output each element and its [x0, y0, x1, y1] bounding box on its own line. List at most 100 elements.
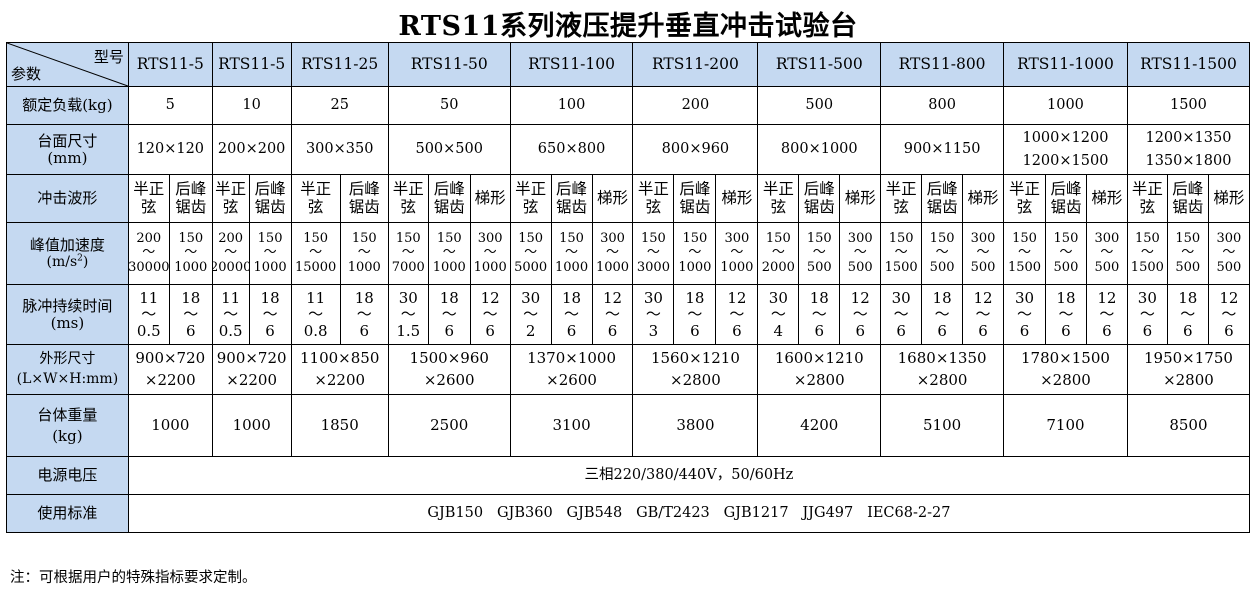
dim-line: ×2600: [423, 370, 475, 389]
power-value: 三相220/380/440V，50/60Hz: [127, 456, 1251, 495]
accel-min: 150: [888, 231, 914, 247]
dimensions-value: 1680×1350 ×2800: [880, 344, 1005, 395]
tilde: ～: [1221, 305, 1237, 324]
model-header: RTS11-1000: [1003, 42, 1128, 87]
pulse-min: 6: [937, 321, 947, 340]
accel-stack: 300 ～ 1000: [717, 231, 757, 275]
pulse-min: 3: [648, 321, 659, 340]
pulse-cell: 12 ～ 6: [1207, 284, 1251, 345]
load-value: 500: [757, 86, 882, 125]
waveform-cell: 梯形: [962, 174, 1005, 223]
pulse-cell: 30 ～ 1.5: [387, 284, 429, 345]
standard-row: 使用标准 GJB150 GJB360 GJB548 GB/T2423 GJB121…: [6, 494, 1251, 533]
tilde: ～: [893, 305, 909, 324]
accel-cell: 150 ～ 1000: [427, 222, 471, 285]
pulse-cell: 12 ～ 6: [715, 284, 759, 345]
accel-stack: 150 ～ 1000: [552, 231, 591, 275]
accel-max: 500: [806, 259, 832, 275]
accel-min: 150: [806, 231, 832, 247]
accel-cell: 300 ～ 1000: [715, 222, 759, 285]
accel-min: 300: [970, 231, 996, 247]
waveform-text: 后峰: [1172, 180, 1204, 199]
tilde: ～: [1099, 305, 1115, 324]
pulse-min: 6: [814, 321, 825, 340]
size-line: 900×1150: [903, 141, 981, 158]
row-label: 脉冲持续时间 (ms): [6, 284, 129, 345]
pulse-max: 30: [891, 288, 911, 307]
accel-min: 150: [351, 231, 377, 247]
accel-stack: 300 ～ 500: [1209, 231, 1248, 275]
waveform-cell: 半正弦: [127, 174, 170, 223]
pulse-cell: 18 ～ 6: [550, 284, 593, 345]
accel-cell: 150 ～ 500: [921, 222, 964, 285]
waveform-cell: 后峰 锯齿: [1166, 174, 1209, 223]
waveform-text: 锯齿: [556, 197, 588, 216]
tilde: ～: [730, 245, 744, 261]
pulse-cell: 30 ～ 4: [757, 284, 800, 345]
waveform-text: 弦: [1016, 197, 1033, 216]
size-line: 200×200: [217, 141, 286, 158]
dim-line: 1370×1000: [527, 348, 617, 367]
dim-line: ×2200: [226, 370, 278, 389]
pulse-stack: 30 ～ 2: [511, 290, 550, 340]
accel-min: 150: [1134, 231, 1160, 247]
pulse-stack: 30 ～ 6: [1005, 290, 1045, 340]
pulse-min: 6: [1142, 321, 1153, 340]
accel-min: 150: [641, 231, 666, 247]
pulse-stack: 18 ～ 6: [675, 290, 715, 340]
weight-value: 3800: [632, 394, 759, 457]
size-line: 500×500: [415, 141, 483, 158]
dim-line: ×2200: [314, 370, 366, 389]
waveform-text: 锯齿: [1050, 197, 1082, 216]
pulse-max: 18: [1178, 288, 1198, 307]
waveform-text: 弦: [400, 197, 417, 216]
pulse-min: 2: [525, 321, 536, 340]
tilde: ～: [935, 245, 949, 261]
accel-max: 500: [929, 259, 955, 275]
size-line: 1200×1500: [1022, 152, 1109, 169]
weight-value: 2500: [387, 394, 511, 457]
pulse-cell: 11 ～ 0.5: [127, 284, 170, 345]
accel-stack: 150 ～ 5000: [511, 231, 550, 275]
accel-max: 1000: [595, 259, 630, 275]
size-line: 1000×1200: [1022, 130, 1109, 147]
pulse-max: 12: [850, 288, 870, 307]
table-size-value: 900×1150: [880, 124, 1005, 175]
tilde: ～: [1058, 305, 1074, 324]
accel-cell: 150 ～ 500: [1044, 222, 1087, 285]
waveform-cell: 梯形: [1207, 174, 1251, 223]
accel-max: 7000: [391, 259, 425, 275]
pulse-min: 6: [978, 321, 988, 340]
waveform-text: 弦: [893, 197, 909, 216]
dim-line: ×2600: [546, 370, 597, 389]
accel-max: 1000: [253, 259, 287, 275]
table-size-value: 120×120: [127, 124, 213, 175]
tilde: ～: [357, 245, 371, 261]
tilde: ～: [771, 245, 785, 261]
waveform-cell: 半正弦: [1126, 174, 1168, 223]
tilde: ～: [356, 305, 372, 324]
tilde: ～: [1016, 305, 1032, 324]
waveform-cell: 半正弦: [290, 174, 341, 223]
pulse-min: 4: [773, 321, 784, 340]
pulse-max: 12: [602, 288, 623, 307]
tilde: ～: [224, 245, 238, 261]
accel-max: 500: [847, 259, 873, 275]
load-value: 5: [127, 86, 213, 125]
accel-cell: 150 ～ 1000: [248, 222, 292, 285]
waveform-text: 梯形: [967, 188, 999, 207]
accel-max: 500: [1094, 259, 1120, 275]
dimensions-row: 外形尺寸 (L×W×H:mm) 900×720 ×2200 900×720 ×2200 11…: [6, 344, 1251, 395]
accel-cell: 300 ～ 1000: [591, 222, 634, 285]
accel-min: 150: [765, 231, 791, 247]
dim-line: ×2800: [793, 370, 845, 389]
table-size-value: 650×800: [509, 124, 634, 175]
tilde: ～: [223, 305, 239, 324]
row-label: 台面尺寸 (mm): [6, 124, 129, 175]
pulse-max: 11: [221, 288, 241, 307]
load-value: 100: [509, 86, 634, 125]
pulse-max: 12: [1097, 288, 1117, 307]
accel-min: 300: [600, 231, 625, 247]
weight-value: 8500: [1126, 394, 1251, 457]
pulse-min: 6: [485, 321, 495, 340]
